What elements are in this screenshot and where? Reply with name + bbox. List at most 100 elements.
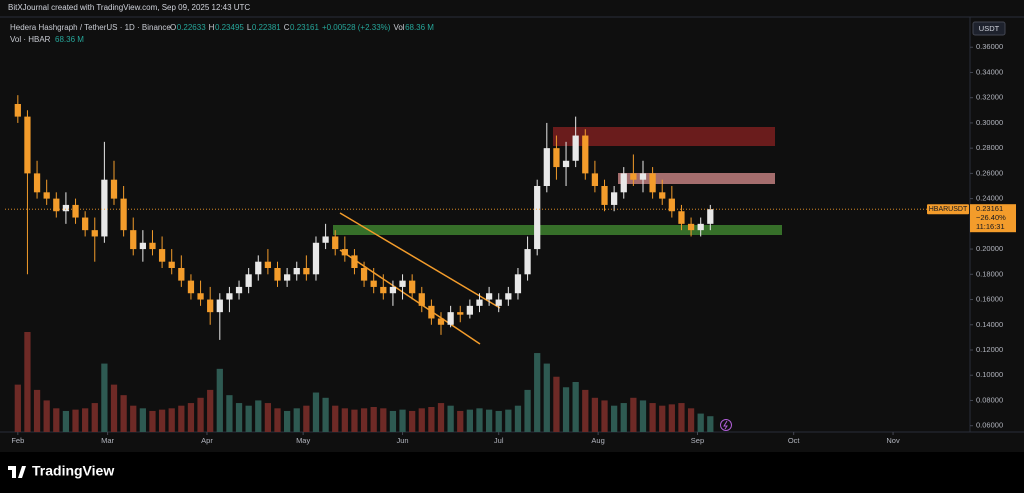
candle-body: [678, 211, 685, 224]
candle-body: [707, 209, 714, 224]
event-icon[interactable]: [720, 419, 732, 431]
candle-body: [485, 293, 493, 300]
y-tick-label: 0.30000: [976, 118, 1003, 127]
candle-body: [582, 135, 589, 174]
candle-body: [245, 274, 252, 287]
legend-key: L: [247, 23, 252, 32]
x-tick-label: Oct: [788, 436, 801, 445]
volume-bar: [543, 363, 550, 432]
candle-body: [380, 286, 387, 294]
supply-zone: [553, 127, 775, 146]
candle-body: [274, 268, 281, 281]
candle-body: [514, 274, 522, 294]
volume-bar: [649, 403, 656, 432]
volume-bar: [707, 416, 714, 432]
chart-title: Hedera Hashgraph / TetherUS · 1D · Binan…: [10, 23, 171, 32]
y-tick-label: 0.08000: [976, 395, 1003, 404]
candle-body: [476, 299, 483, 306]
y-tick-label: 0.24000: [976, 194, 1003, 203]
volume-bar: [91, 403, 98, 432]
x-tick-label: May: [296, 436, 310, 445]
candle-body: [293, 268, 300, 275]
candle-body: [33, 173, 41, 193]
y-tick-label: 0.34000: [976, 67, 1003, 76]
candle-body: [312, 242, 320, 275]
volume-bar: [687, 408, 695, 432]
y-tick-label: 0.16000: [976, 295, 1003, 304]
volume-bar: [264, 403, 272, 432]
volume-bar: [620, 403, 627, 432]
candle-body: [158, 249, 166, 262]
volume-bar: [668, 404, 675, 432]
candle-body: [668, 198, 675, 212]
candle-body: [428, 305, 435, 319]
support-zone: [333, 225, 782, 235]
candle-body: [409, 280, 416, 294]
volume-bar: [534, 353, 541, 432]
candle-body: [24, 116, 31, 174]
volume-bar: [351, 409, 358, 432]
volume-bar: [370, 407, 377, 432]
channel-lower: [339, 249, 481, 345]
credit: BitXJournal created with TradingView.com…: [8, 3, 250, 12]
candle-body: [110, 179, 118, 199]
candle-body: [43, 192, 50, 199]
countdown: 11:16:31: [976, 222, 1005, 231]
candle-body: [418, 293, 425, 306]
candle-body: [187, 280, 195, 294]
legend-key: C: [284, 23, 290, 32]
candle-body: [649, 173, 656, 193]
candle-body: [534, 186, 541, 250]
volume-bar: [476, 408, 483, 432]
y-tick-label: 0.12000: [976, 345, 1003, 354]
x-tick-label: Jun: [396, 436, 408, 445]
legend-value: 0.23161: [290, 23, 319, 32]
volume-bar: [149, 410, 156, 432]
volume-bar: [485, 409, 493, 432]
x-tick-label: Nov: [886, 436, 900, 445]
x-tick-label: Aug: [591, 436, 604, 445]
y-tick-label: 0.36000: [976, 42, 1003, 51]
legend-value: 0.23495: [215, 23, 244, 32]
volume-bar: [255, 400, 262, 432]
candle-body: [149, 242, 156, 250]
candle-body: [72, 204, 79, 218]
volume-legend-value: 68.36 M: [55, 35, 84, 44]
volume-bar: [611, 405, 618, 432]
y-tick-label: 0.20000: [976, 244, 1003, 253]
candle-body: [341, 249, 348, 256]
volume-bar: [562, 387, 570, 432]
currency: USDT: [979, 24, 1000, 33]
candle-body: [370, 280, 377, 287]
volume-bar: [466, 409, 473, 432]
volume-bar: [82, 408, 89, 432]
volume-bar: [187, 403, 195, 432]
currency-box[interactable]: [972, 21, 1006, 36]
legend-key: H: [209, 23, 215, 32]
candle-body: [447, 312, 454, 325]
volume-bar: [322, 397, 329, 432]
candle-body: [101, 179, 108, 237]
legend-key: Vol: [393, 23, 404, 32]
volume-bar: [53, 408, 60, 432]
volume-bar: [428, 407, 435, 432]
ohlc-legend: O 0.22633 H 0.23495 L 0.22381 C 0.23161 +0.00528…: [170, 23, 434, 32]
volume-bar: [24, 332, 31, 432]
candle-body: [120, 198, 127, 231]
volume-bar: [572, 382, 579, 432]
volume-bar: [630, 397, 637, 432]
x-tick-label: Mar: [101, 436, 114, 445]
candle-body: [322, 236, 329, 243]
volume-bar: [678, 403, 685, 432]
volume-bar: [139, 408, 146, 432]
volume-bar: [62, 410, 70, 432]
volume-bar: [418, 408, 425, 432]
symbol: HBARUSDT: [929, 206, 968, 213]
candle-body: [639, 173, 647, 180]
resistance-zone: [618, 173, 775, 184]
volume-bar: [33, 389, 41, 432]
volume-bar: [591, 397, 599, 432]
candle-body: [255, 261, 262, 275]
